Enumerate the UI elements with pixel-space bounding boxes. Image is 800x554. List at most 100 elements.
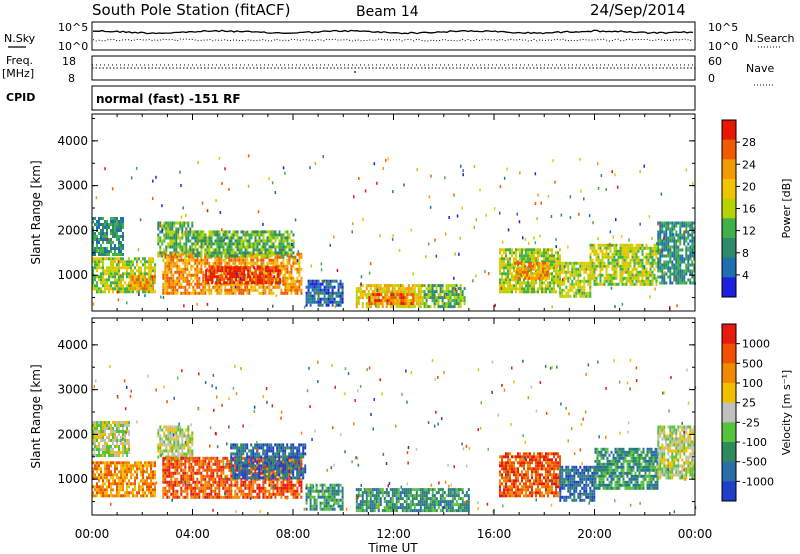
scatter-cell — [435, 254, 438, 258]
heatmap-cell — [693, 236, 696, 240]
heatmap-cell — [503, 284, 505, 288]
heatmap-cell — [522, 270, 525, 274]
scatter-cell — [555, 245, 557, 249]
heatmap-cell — [96, 223, 98, 226]
heatmap-cell — [186, 276, 189, 280]
scatter-cell — [263, 270, 265, 274]
heatmap-cell — [579, 291, 582, 295]
heatmap-cell — [617, 252, 620, 256]
heatmap-cell — [597, 252, 600, 256]
scatter-cell — [369, 262, 372, 266]
heatmap-cell — [220, 270, 223, 274]
heatmap-cell — [106, 470, 108, 474]
heatmap-cell — [667, 269, 670, 273]
heatmap-cell — [532, 264, 535, 268]
heatmap-cell — [282, 273, 285, 277]
heatmap-cell — [537, 251, 539, 255]
heatmap-cell — [194, 288, 197, 292]
heatmap-cell — [499, 290, 501, 294]
heatmap-cell — [205, 275, 208, 279]
heatmap-cell — [130, 473, 132, 477]
heatmap-cell — [331, 294, 334, 298]
heatmap-cell — [337, 303, 340, 307]
heatmap-cell — [220, 254, 223, 258]
heatmap-cell — [176, 459, 179, 463]
heatmap-cell — [124, 467, 126, 471]
heatmap-cell — [96, 241, 98, 244]
heatmap-cell — [518, 276, 521, 280]
heatmap-cell — [305, 294, 308, 298]
heatmap-cell — [282, 248, 285, 252]
heatmap-cell — [192, 254, 195, 258]
heatmap-cell — [136, 470, 138, 474]
heatmap-cell — [367, 284, 370, 288]
heatmap-cell — [268, 248, 271, 252]
heatmap-cell — [577, 273, 580, 277]
heatmap-cell — [146, 467, 148, 471]
heatmap-cell — [661, 221, 664, 225]
heatmap-cell — [173, 425, 176, 429]
heatmap-cell — [235, 269, 238, 273]
heatmap-cell — [154, 464, 156, 468]
heatmap-cell — [122, 247, 124, 250]
heatmap-cell — [532, 273, 535, 277]
heatmap-cell — [270, 251, 273, 255]
heatmap-cell — [246, 258, 249, 262]
heatmap-cell — [683, 233, 686, 237]
heatmap-cell — [124, 445, 126, 448]
heatmap-cell — [92, 235, 94, 238]
heatmap-cell — [252, 258, 255, 262]
heatmap-cell — [210, 230, 213, 234]
heatmap-cell — [609, 246, 612, 250]
heatmap-cell — [284, 279, 287, 283]
heatmap-cell — [390, 302, 393, 306]
heatmap-cell — [124, 263, 126, 267]
heatmap-cell — [577, 279, 580, 283]
heatmap-cell — [174, 480, 177, 484]
scatter-cell — [639, 222, 641, 226]
heatmap-cell — [557, 269, 559, 273]
heatmap-cell — [309, 300, 312, 304]
heatmap-cell — [98, 220, 100, 223]
heatmap-cell — [114, 220, 116, 223]
heatmap-cell — [567, 294, 570, 298]
heatmap-cell — [217, 275, 220, 279]
heatmap-cell — [601, 282, 604, 286]
scatter-cell — [324, 280, 327, 284]
heatmap-cell — [110, 272, 112, 276]
heatmap-cell — [417, 287, 420, 291]
heatmap-cell — [112, 494, 114, 498]
heatmap-cell — [591, 273, 594, 277]
heatmap-cell — [687, 233, 690, 237]
heatmap-cell — [457, 299, 460, 303]
heatmap-cell — [144, 266, 146, 270]
heatmap-cell — [671, 236, 674, 240]
heatmap-cell — [221, 275, 224, 279]
heatmap-cell — [505, 272, 507, 276]
heatmap-cell — [621, 273, 624, 277]
heatmap-cell — [222, 236, 225, 240]
heatmap-cell — [675, 245, 678, 249]
heatmap-cell — [221, 278, 224, 282]
heatmap-cell — [546, 276, 549, 280]
heatmap-cell — [252, 276, 255, 280]
heatmap-cell — [228, 254, 231, 258]
heatmap-cell — [169, 242, 172, 246]
heatmap-cell — [165, 248, 168, 252]
heatmap-cell — [181, 434, 184, 438]
heatmap-cell — [274, 230, 277, 234]
heatmap-cell — [675, 272, 678, 276]
heatmap-cell — [671, 233, 674, 237]
heatmap-cell — [154, 491, 156, 495]
heatmap-cell — [543, 290, 545, 294]
heatmap-cell — [147, 281, 150, 285]
heatmap-cell — [509, 251, 511, 255]
heatmap-cell — [242, 233, 245, 237]
scatter-cell — [536, 217, 538, 221]
heatmap-cell — [280, 233, 283, 237]
heatmap-cell — [639, 273, 642, 277]
heatmap-cell — [102, 247, 104, 250]
heatmap-cell — [104, 220, 106, 223]
heatmap-cell — [110, 263, 112, 267]
freq-tick-low: 8 — [68, 72, 75, 85]
